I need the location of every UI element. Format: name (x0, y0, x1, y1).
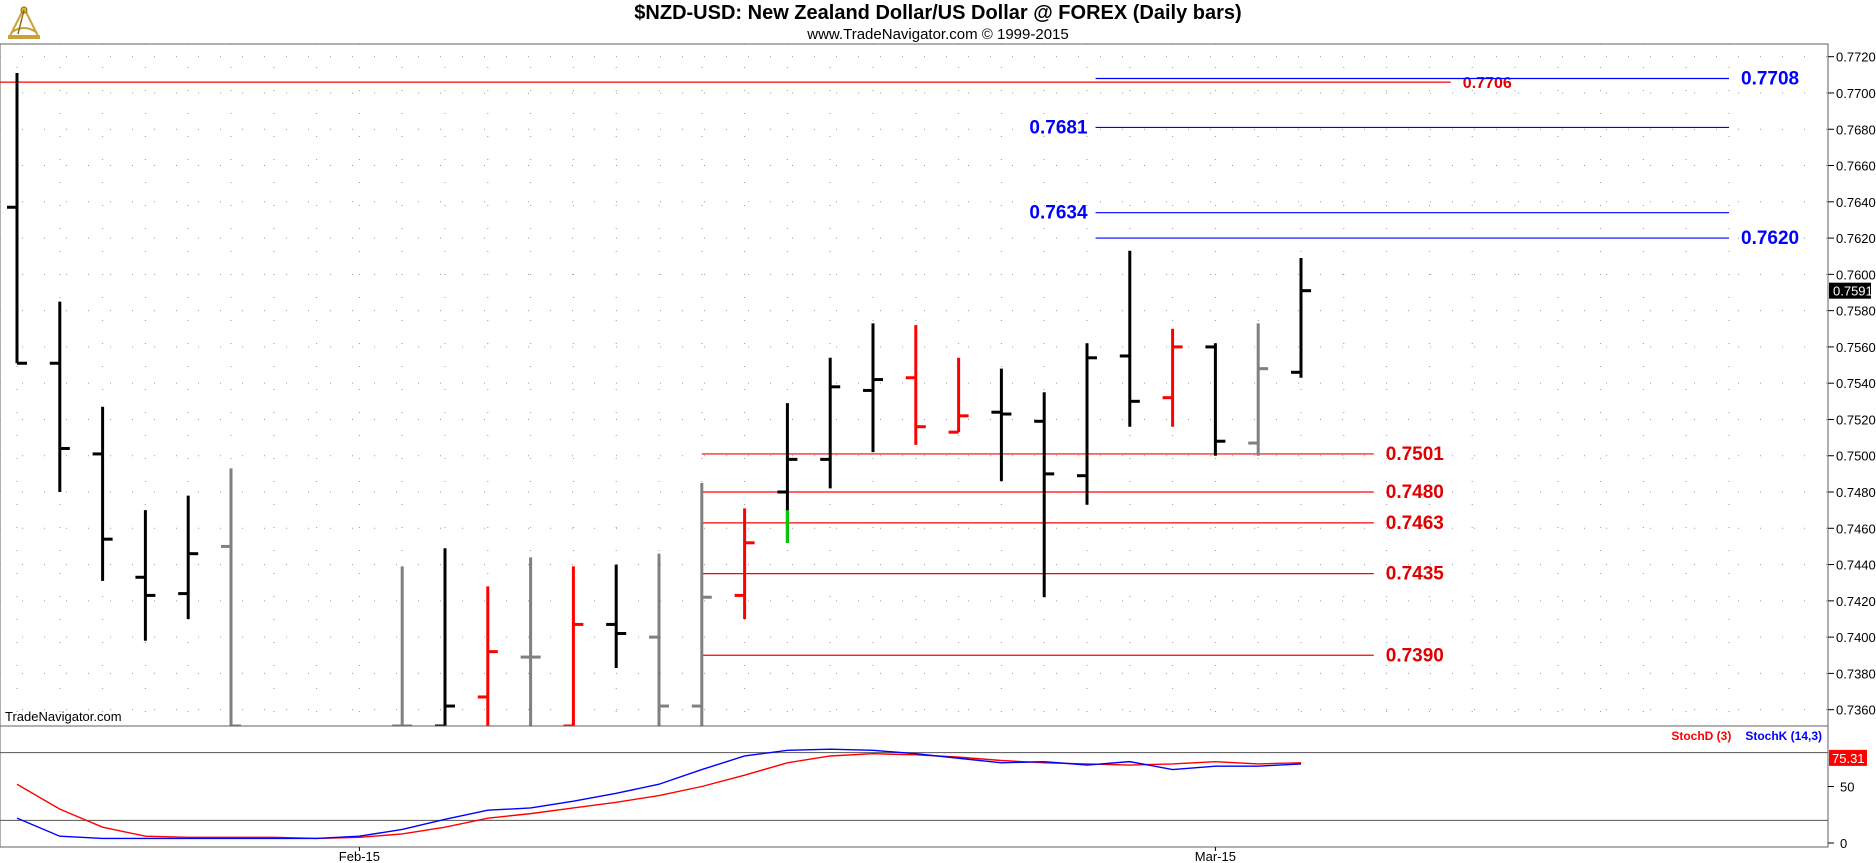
support-level-label: 0.7390 (1386, 645, 1444, 666)
price-tick-label: 0.7520 (1836, 412, 1876, 427)
price-tick-label: 0.7380 (1836, 666, 1876, 681)
ohlc-bar (948, 357, 969, 434)
stoch-legend-label: StochD (3) (1671, 729, 1731, 743)
price-tick-label: 0.7560 (1836, 340, 1876, 355)
support-level-label: 0.7706 (1463, 75, 1512, 92)
resistance-level-label: 0.7681 (1029, 117, 1088, 138)
stoch-panel-frame (0, 725, 1829, 848)
price-axis: 0.7360 0.7380 0.7400 0.7420 0.7440 0.7460 0.74… (1828, 50, 1876, 718)
resistance-level-label: 0.7634 (1029, 203, 1088, 224)
ohlc-bar (1034, 392, 1055, 598)
date-tick-label: Mar-15 (1195, 849, 1236, 863)
stoch-legend-label: StochK (14,3) (1745, 729, 1822, 743)
support-level-label: 0.7501 (1386, 444, 1445, 465)
ohlc-bar (991, 368, 1012, 482)
ohlc-bar (1119, 250, 1140, 427)
price-tick-label: 0.7440 (1836, 558, 1876, 573)
stoch-series-line (16, 753, 1302, 840)
price-tick-label: 0.7620 (1836, 231, 1876, 246)
price-bars (7, 73, 1311, 728)
support-level-label: 0.7435 (1386, 564, 1445, 585)
ohlc-bar (1205, 343, 1226, 456)
price-tick-label: 0.7360 (1836, 703, 1876, 718)
chart-subtitle: www.TradeNavigator.com © 1999-2015 (807, 26, 1069, 43)
level-lines: 0.7706 0.7708 0.7681 0.7634 0.7620 0.7501 0.74… (0, 68, 1799, 666)
ohlc-bar (863, 323, 883, 453)
support-level-label: 0.7463 (1386, 513, 1444, 534)
price-tick-label: 0.7700 (1836, 86, 1876, 101)
price-tick-label: 0.7540 (1836, 376, 1876, 391)
stochastic-panel: StochK (14,3) StochD (3) (0, 729, 1828, 840)
price-tick-label: 0.7420 (1836, 594, 1876, 609)
stoch-last-marker (1829, 749, 1867, 766)
support-level-label: 0.7480 (1386, 482, 1444, 503)
ohlc-bar (1291, 258, 1311, 378)
ohlc-bar (905, 325, 926, 445)
stochastic-axis: 50 0 75.31 (1828, 749, 1867, 851)
ohlc-bar (135, 510, 156, 641)
price-tick-label: 0.7600 (1836, 267, 1876, 282)
ohlc-bar (691, 482, 712, 726)
sextant-logo-icon (4, 2, 44, 42)
last-price-marker (1829, 282, 1871, 299)
stoch-last-label: 75.31 (1832, 751, 1865, 766)
resistance-level-label: 0.7708 (1741, 68, 1799, 89)
price-tick-label: 0.7480 (1836, 485, 1876, 500)
ohlc-bar (1248, 323, 1269, 456)
price-tick-label: 0.7720 (1836, 50, 1876, 65)
ohlc-bar (49, 301, 70, 493)
watermark: TradeNavigator.com (5, 709, 122, 724)
price-tick-label: 0.7660 (1836, 159, 1876, 174)
price-panel-frame (0, 43, 1829, 727)
ohlc-bar (7, 73, 27, 365)
stoch-series-line (16, 748, 1302, 840)
ohlc-bar (734, 508, 755, 619)
ohlc-bar (178, 495, 199, 619)
chart-title: $NZD-USD: New Zealand Dollar/US Dollar @… (634, 2, 1242, 24)
ohlc-bar (92, 406, 113, 581)
price-tick-label: 0.7580 (1836, 304, 1876, 319)
ohlc-bar (606, 564, 627, 668)
price-tick-label: 0.7500 (1836, 449, 1876, 464)
ohlc-bar (649, 553, 669, 726)
ohlc-bar (1077, 343, 1097, 505)
stoch-tick-label: 0 (1840, 836, 1847, 851)
price-tick-label: 0.7460 (1836, 521, 1876, 536)
price-tick-label: 0.7400 (1836, 630, 1876, 645)
price-tick-label: 0.7640 (1836, 195, 1876, 210)
ohlc-bar (477, 586, 498, 726)
ohlc-bar (520, 557, 541, 726)
ohlc-bar (1162, 328, 1183, 427)
stoch-tick-label: 50 (1840, 780, 1854, 795)
ohlc-bar (820, 357, 841, 489)
resistance-level-label: 0.7620 (1741, 228, 1799, 249)
date-axis: Feb-15 Mar-15 (339, 847, 1236, 863)
date-tick-label: Feb-15 (339, 849, 380, 863)
last-price-label: 0.7591 (1833, 284, 1873, 299)
price-tick-label: 0.7680 (1836, 122, 1876, 137)
